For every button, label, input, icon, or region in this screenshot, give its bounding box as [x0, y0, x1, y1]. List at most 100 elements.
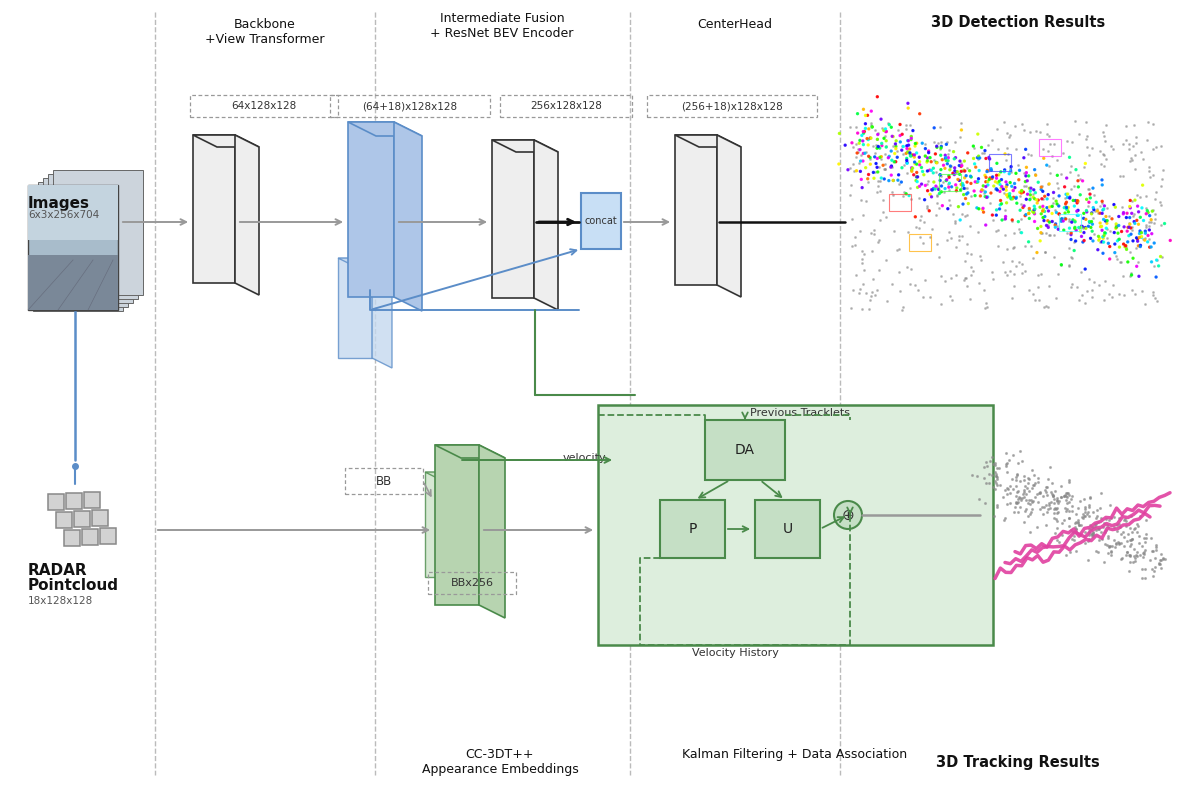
- Point: [1015, 265, 1035, 277]
- Point: [1041, 229, 1060, 242]
- Point: [1005, 191, 1024, 203]
- Point: [891, 136, 910, 148]
- Point: [1020, 212, 1039, 225]
- Point: [1051, 213, 1070, 225]
- Point: [1113, 206, 1133, 219]
- Point: [1024, 479, 1043, 492]
- Point: [978, 165, 997, 177]
- Bar: [939, 174, 962, 191]
- Point: [1001, 191, 1020, 204]
- Point: [903, 149, 922, 162]
- Point: [1030, 485, 1049, 498]
- Point: [1091, 217, 1110, 229]
- Point: [1121, 194, 1140, 206]
- Point: [987, 501, 1006, 514]
- Point: [901, 182, 920, 195]
- Point: [981, 172, 1000, 184]
- Point: [1003, 448, 1023, 461]
- Point: [1084, 505, 1103, 518]
- Point: [1069, 209, 1088, 221]
- Point: [974, 184, 993, 196]
- Point: [1091, 221, 1110, 233]
- Point: [853, 278, 872, 291]
- Point: [976, 191, 995, 203]
- Point: [1139, 206, 1158, 219]
- Point: [854, 127, 873, 139]
- Point: [1097, 119, 1116, 132]
- Point: [962, 177, 981, 190]
- Text: 64x128x128: 64x128x128: [231, 101, 297, 111]
- Point: [988, 479, 1007, 492]
- Point: [951, 131, 970, 143]
- Point: [1011, 444, 1030, 457]
- Bar: [28, 255, 118, 310]
- Point: [982, 164, 1001, 177]
- Point: [1082, 215, 1102, 228]
- Point: [996, 459, 1015, 472]
- Bar: [704, 420, 785, 480]
- Point: [859, 150, 878, 162]
- Point: [997, 179, 1017, 191]
- Point: [950, 159, 969, 172]
- Point: [1130, 549, 1149, 562]
- Point: [1037, 489, 1056, 501]
- Point: [941, 289, 960, 302]
- Point: [986, 182, 1005, 195]
- Point: [850, 143, 869, 156]
- Point: [885, 155, 904, 168]
- Point: [890, 284, 909, 297]
- Point: [1091, 207, 1110, 220]
- Point: [1102, 511, 1121, 524]
- Point: [1117, 225, 1136, 237]
- Point: [1123, 235, 1142, 247]
- Point: [952, 207, 971, 220]
- Point: [914, 236, 933, 249]
- Point: [1117, 241, 1136, 254]
- Point: [1044, 229, 1063, 241]
- Point: [996, 176, 1015, 188]
- Point: [991, 173, 1011, 186]
- Point: [1000, 167, 1019, 180]
- Point: [990, 199, 1009, 211]
- Point: [925, 121, 944, 134]
- Point: [1060, 191, 1079, 203]
- Point: [892, 144, 911, 157]
- Point: [1012, 258, 1031, 271]
- Point: [877, 135, 896, 147]
- Point: [1055, 489, 1074, 501]
- Point: [1064, 244, 1084, 257]
- Point: [1066, 520, 1085, 533]
- Point: [892, 128, 911, 140]
- Point: [956, 172, 975, 184]
- Point: [1078, 507, 1097, 520]
- Point: [1075, 501, 1094, 514]
- Point: [1122, 207, 1141, 220]
- Point: [1105, 247, 1124, 259]
- Point: [968, 176, 987, 188]
- Point: [970, 164, 989, 177]
- Point: [1009, 506, 1029, 519]
- Point: [1058, 260, 1078, 273]
- Point: [1060, 496, 1079, 508]
- Point: [1048, 515, 1067, 527]
- Point: [1134, 546, 1153, 559]
- Point: [922, 164, 941, 177]
- Point: [1130, 240, 1149, 253]
- Point: [1117, 211, 1136, 224]
- Point: [1072, 220, 1091, 232]
- Point: [1113, 526, 1133, 538]
- Point: [1133, 284, 1152, 297]
- Point: [1068, 195, 1087, 207]
- Point: [1075, 262, 1094, 275]
- Point: [946, 215, 965, 228]
- Point: [1048, 169, 1067, 181]
- Point: [1104, 199, 1123, 211]
- Point: [1017, 193, 1036, 206]
- Point: [982, 173, 1001, 185]
- Point: [1001, 479, 1020, 492]
- Point: [983, 171, 1002, 184]
- Point: [941, 272, 960, 284]
- Point: [1127, 518, 1146, 530]
- Point: [965, 176, 984, 188]
- Point: [1043, 197, 1062, 210]
